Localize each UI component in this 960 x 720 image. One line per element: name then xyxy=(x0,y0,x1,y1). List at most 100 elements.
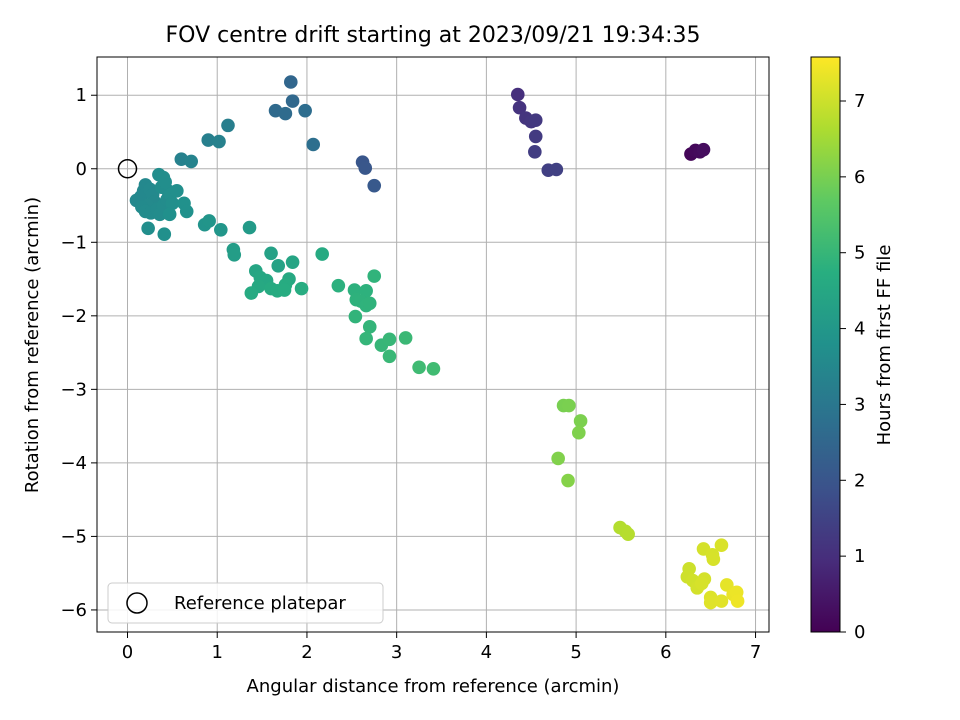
data-point xyxy=(294,281,309,296)
data-point xyxy=(283,75,298,89)
data-point xyxy=(285,255,300,269)
data-point xyxy=(730,594,745,608)
x-tick-label: 3 xyxy=(391,642,402,663)
data-point xyxy=(271,259,286,273)
y-tick-label: −3 xyxy=(60,379,87,400)
x-tick-label: 1 xyxy=(211,642,222,663)
colorbar-tick-label: 7 xyxy=(854,91,865,112)
data-point xyxy=(571,425,586,440)
data-point xyxy=(141,221,155,236)
x-tick-label: 7 xyxy=(750,642,761,663)
data-point xyxy=(162,207,177,222)
reference-point xyxy=(117,159,138,179)
data-point xyxy=(367,178,382,193)
data-point xyxy=(221,118,235,133)
data-point xyxy=(512,100,527,115)
data-point xyxy=(264,246,278,261)
data-point xyxy=(549,162,564,177)
data-point xyxy=(703,595,718,610)
plot-frame xyxy=(96,56,770,633)
y-tick-label: −4 xyxy=(60,453,87,474)
data-point xyxy=(165,196,180,211)
colorbar-tick-label: 5 xyxy=(854,243,865,264)
data-point xyxy=(694,576,709,591)
data-point xyxy=(382,332,397,347)
y-axis-label: Rotation from reference (arcmin) xyxy=(22,197,43,493)
data-point xyxy=(179,204,194,219)
legend-marker xyxy=(126,592,148,614)
colorbar-tick-label: 2 xyxy=(854,470,865,491)
x-tick-label: 4 xyxy=(481,642,492,663)
data-point xyxy=(315,247,329,261)
data-point xyxy=(201,133,216,147)
data-point xyxy=(621,527,635,542)
colorbar-tick-label: 1 xyxy=(854,546,865,567)
chart-title: FOV centre drift starting at 2023/09/21 … xyxy=(166,23,701,48)
data-point xyxy=(158,175,172,189)
data-point xyxy=(696,142,711,157)
data-point xyxy=(298,103,312,118)
legend-box xyxy=(107,582,384,624)
x-axis-ticks: 0 1 2 3 4 5 6 7 xyxy=(122,632,761,663)
data-point xyxy=(714,594,729,608)
data-point xyxy=(528,145,542,159)
legend-label: Reference platepar xyxy=(174,593,346,614)
y-tick-label: −1 xyxy=(60,232,87,253)
data-point xyxy=(551,451,565,466)
data-point xyxy=(362,296,377,311)
y-axis-ticks: −6 −5 −4 −3 −2 −1 0 1 xyxy=(60,85,97,621)
data-point xyxy=(528,113,543,128)
colorbar-tick-label: 0 xyxy=(854,622,865,643)
data-point xyxy=(242,220,257,235)
data-point xyxy=(157,227,172,242)
y-tick-label: −5 xyxy=(60,526,87,547)
data-point xyxy=(214,222,228,237)
data-point xyxy=(714,538,729,553)
x-tick-label: 0 xyxy=(122,642,133,663)
x-tick-label: 5 xyxy=(570,642,581,663)
data-point xyxy=(277,283,292,297)
colorbar-tick-label: 6 xyxy=(854,167,865,188)
data-point xyxy=(359,331,373,346)
data-point xyxy=(367,269,382,283)
data-point xyxy=(510,87,525,102)
colorbar xyxy=(810,56,841,633)
x-axis-label: Angular distance from reference (arcmin) xyxy=(247,676,620,697)
data-point xyxy=(202,214,216,228)
y-tick-label: 0 xyxy=(76,159,87,180)
data-point xyxy=(528,129,543,144)
y-tick-label: −6 xyxy=(60,600,87,621)
data-point xyxy=(706,552,721,567)
y-tick-label: −2 xyxy=(60,306,87,327)
x-tick-label: 6 xyxy=(660,642,671,663)
data-point xyxy=(306,137,321,152)
data-point xyxy=(348,309,363,324)
data-point xyxy=(561,473,575,488)
data-points xyxy=(129,75,745,610)
data-point xyxy=(398,331,413,345)
data-point xyxy=(426,361,441,376)
data-point xyxy=(382,349,397,364)
colorbar-tick-label: 3 xyxy=(854,394,865,415)
data-point xyxy=(562,398,576,413)
data-point xyxy=(278,106,293,121)
data-point xyxy=(212,134,226,149)
data-point xyxy=(359,284,373,298)
data-point xyxy=(244,286,259,300)
colorbar-label: Hours from first FF file xyxy=(874,245,895,446)
data-point xyxy=(331,278,346,293)
data-point xyxy=(170,184,184,198)
data-point xyxy=(184,154,199,169)
colorbar-tick-label: 4 xyxy=(854,319,865,340)
data-point xyxy=(362,320,377,334)
grid-lines xyxy=(97,57,769,632)
data-point xyxy=(573,414,588,428)
data-point xyxy=(358,161,373,175)
data-point xyxy=(285,94,300,108)
data-point xyxy=(227,247,242,262)
x-tick-label: 2 xyxy=(301,642,312,663)
data-point xyxy=(412,360,426,375)
legend: Reference platepar xyxy=(107,582,384,624)
colorbar-ticks: 0 1 2 3 4 5 6 7 xyxy=(840,91,865,643)
